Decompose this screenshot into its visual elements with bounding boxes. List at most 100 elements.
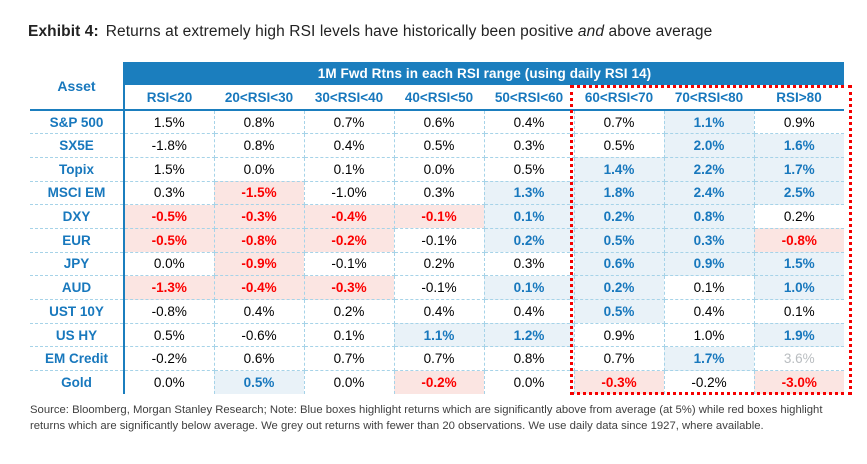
return-cell: 2.4% xyxy=(664,181,755,206)
return-cell: -0.1% xyxy=(394,204,485,229)
return-cell: 0.4% xyxy=(484,299,575,324)
return-cell: 0.2% xyxy=(394,252,485,277)
return-cell: 1.0% xyxy=(664,323,755,348)
table-body: S&P 500 1.5% 0.8% 0.7% 0.6% 0.4% 0.7% 1.1% 0.9% S… xyxy=(30,110,844,395)
column-header: 40<RSI<50 xyxy=(394,85,484,111)
column-header-row: RSI<20 20<RSI<30 30<RSI<40 40<RSI<50 50<RSI<… xyxy=(30,85,844,111)
asset-label: S&P 500 xyxy=(30,110,125,135)
return-cell: 0.4% xyxy=(394,299,485,324)
return-cell: -0.3% xyxy=(304,275,395,300)
return-cell: 0.5% xyxy=(394,133,485,158)
asset-label: MSCI EM xyxy=(30,181,125,206)
return-cell: -0.4% xyxy=(304,204,395,229)
return-cell: 0.8% xyxy=(664,204,755,229)
return-cell: 0.4% xyxy=(214,299,305,324)
exhibit-title-italic: and xyxy=(577,23,605,40)
table-row: S&P 500 1.5% 0.8% 0.7% 0.6% 0.4% 0.7% 1.1% 0.9% xyxy=(30,110,844,135)
return-cell: 0.5% xyxy=(574,299,665,324)
return-cell: 0.6% xyxy=(574,252,665,277)
table-row: Gold 0.0% 0.5% 0.0% -0.2% 0.0% -0.3% -0.2% -3.0% xyxy=(30,370,844,395)
return-cell: 1.6% xyxy=(754,133,844,158)
return-cell: -0.2% xyxy=(664,370,755,395)
return-cell: -1.3% xyxy=(124,275,215,300)
return-cell: 0.1% xyxy=(754,299,844,324)
return-cell: -0.3% xyxy=(574,370,665,395)
return-cell: -0.9% xyxy=(214,252,305,277)
exhibit-title: Exhibit 4: Returns at extremely high RSI … xyxy=(28,23,712,41)
return-cell: -0.1% xyxy=(394,228,485,253)
table-row: UST 10Y -0.8% 0.4% 0.2% 0.4% 0.4% 0.5% 0.4% 0.1% xyxy=(30,299,844,324)
return-cell: 0.7% xyxy=(394,346,485,372)
return-cell: 0.8% xyxy=(214,133,305,158)
return-cell: 0.3% xyxy=(124,181,215,206)
return-cell: -0.1% xyxy=(394,275,485,300)
asset-label: Gold xyxy=(30,370,125,395)
return-cell: -0.2% xyxy=(394,370,485,395)
return-cell: 0.2% xyxy=(484,228,575,253)
return-cell: -3.0% xyxy=(754,370,844,395)
return-cell: 1.8% xyxy=(574,181,665,206)
source-note: Source: Bloomberg, Morgan Stanley Resear… xyxy=(30,404,823,433)
table-banner: 1M Fwd Rtns in each RSI range (using dai… xyxy=(124,62,844,85)
exhibit-title-text: Returns at extremely high RSI levels hav… xyxy=(105,23,578,40)
table-row: EUR -0.5% -0.8% -0.2% -0.1% 0.2% 0.5% 0.3% -0.8% xyxy=(30,228,844,253)
return-cell: -1.8% xyxy=(124,133,215,158)
return-cell: 0.9% xyxy=(754,110,844,135)
return-cell: 0.0% xyxy=(394,157,485,182)
return-cell: -1.5% xyxy=(214,181,305,206)
return-cell: 0.0% xyxy=(484,370,575,395)
return-cell: 1.1% xyxy=(664,110,755,135)
return-cell: 3.6% xyxy=(754,346,844,372)
asset-label: UST 10Y xyxy=(30,299,125,324)
asset-label: AUD xyxy=(30,275,125,300)
return-cell: 1.1% xyxy=(394,323,485,348)
return-cell: 0.8% xyxy=(484,346,575,372)
return-cell: 0.2% xyxy=(574,204,665,229)
return-cell: -0.6% xyxy=(214,323,305,348)
return-cell: 0.0% xyxy=(304,370,395,395)
return-cell: 0.3% xyxy=(664,228,755,253)
asset-label: US HY xyxy=(30,323,125,348)
table-row: MSCI EM 0.3% -1.5% -1.0% 0.3% 1.3% 1.8% 2.4% 2.5… xyxy=(30,181,844,206)
return-cell: 1.7% xyxy=(754,157,844,182)
return-cell: -0.1% xyxy=(304,252,395,277)
return-cell: 0.1% xyxy=(484,204,575,229)
return-cell: 0.5% xyxy=(124,323,215,348)
return-cell: 0.0% xyxy=(124,252,215,277)
return-cell: 0.4% xyxy=(484,110,575,135)
return-cell: 1.3% xyxy=(484,181,575,206)
return-cell: 0.8% xyxy=(214,110,305,135)
return-cell: -0.5% xyxy=(124,204,215,229)
column-header: 60<RSI<70 xyxy=(574,85,664,111)
return-cell: 1.4% xyxy=(574,157,665,182)
return-cell: -0.2% xyxy=(124,346,215,372)
asset-label: EUR xyxy=(30,228,125,253)
column-header: RSI<20 xyxy=(124,85,214,111)
return-cell: 0.2% xyxy=(754,204,844,229)
column-header: 70<RSI<80 xyxy=(664,85,754,111)
return-cell: 0.7% xyxy=(574,110,665,135)
table-row: US HY 0.5% -0.6% 0.1% 1.1% 1.2% 0.9% 1.0% 1.9% xyxy=(30,323,844,348)
return-cell: 0.2% xyxy=(304,299,395,324)
return-cell: 1.2% xyxy=(484,323,575,348)
return-cell: -1.0% xyxy=(304,181,395,206)
table-row: Topix 1.5% 0.0% 0.1% 0.0% 0.5% 1.4% 2.2% 1.7% xyxy=(30,157,844,182)
table-row: SX5E -1.8% 0.8% 0.4% 0.5% 0.3% 0.5% 2.0% 1.6% xyxy=(30,133,844,158)
return-cell: 0.1% xyxy=(664,275,755,300)
column-header: 20<RSI<30 xyxy=(214,85,304,111)
return-cell: 1.7% xyxy=(664,346,755,372)
return-cell: -0.2% xyxy=(304,228,395,253)
return-cell: -0.4% xyxy=(214,275,305,300)
return-cell: 0.5% xyxy=(574,133,665,158)
return-cell: 1.5% xyxy=(124,110,215,135)
return-cell: -0.3% xyxy=(214,204,305,229)
return-cell: 0.0% xyxy=(214,157,305,182)
asset-label: JPY xyxy=(30,252,125,277)
column-header: 30<RSI<40 xyxy=(304,85,394,111)
return-cell: 0.7% xyxy=(574,346,665,372)
return-cell: 0.3% xyxy=(394,181,485,206)
return-cell: -0.5% xyxy=(124,228,215,253)
return-cell: 1.0% xyxy=(754,275,844,300)
return-cell: 0.9% xyxy=(574,323,665,348)
